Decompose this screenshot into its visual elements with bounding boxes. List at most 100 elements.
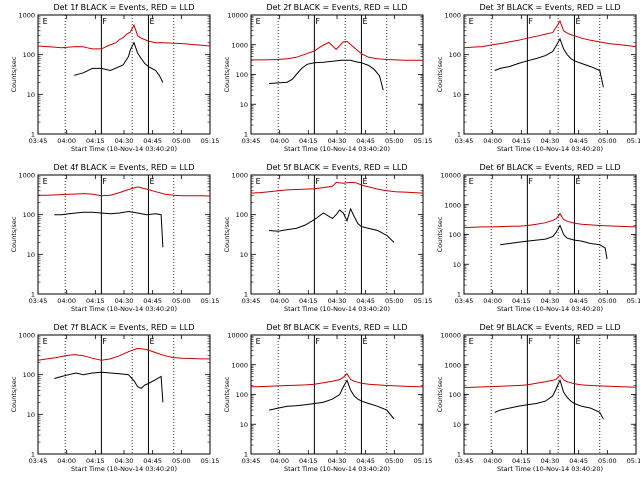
x-axis-label: Start Time (10-Nov-14 03:40:20) [284, 305, 390, 313]
x-axis-label: Start Time (10-Nov-14 03:40:20) [71, 465, 177, 473]
chart-panel: Det 6f BLACK = Events, RED = LLD 1 10 100 10… [436, 163, 640, 313]
x-tick-label: 04:15 [86, 137, 105, 145]
y-axis-label: Counts/sec [223, 56, 231, 92]
x-axis-label: Start Time (10-Nov-14 03:40:20) [497, 465, 603, 473]
x-tick-label: 04:30 [328, 297, 347, 305]
chart-panel: Det 9f BLACK = Events, RED = LLD 1 10 100 10… [436, 323, 640, 473]
x-tick-label: 03:45 [242, 457, 261, 465]
y-tick-label: 100 [23, 51, 35, 59]
interval-marker: E [575, 177, 580, 186]
interval-marker: E [43, 17, 48, 26]
x-tick-label: 04:15 [86, 457, 105, 465]
y-tick-label: 1 [457, 451, 461, 459]
x-tick-label: 04:45 [143, 457, 162, 465]
plot-frame [37, 334, 211, 455]
x-tick-label: 04:00 [57, 137, 76, 145]
y-axis-label: Counts/sec [436, 216, 444, 252]
interval-marker: F [528, 337, 533, 346]
y-tick-label: 1 [31, 131, 35, 139]
lld-line [37, 23, 211, 50]
events-line [54, 371, 164, 403]
x-tick-label: 04:45 [569, 297, 588, 305]
x-tick-label: 04:45 [143, 297, 162, 305]
x-tick-label: 04:15 [299, 457, 318, 465]
interval-marker: F [102, 17, 107, 26]
y-tick-label: 100 [449, 231, 461, 239]
plot-frame [250, 334, 424, 455]
y-tick-label: 1 [31, 451, 35, 459]
y-tick-label: 1000 [231, 41, 248, 49]
chart-title: Det 4f BLACK = Events, RED = LLD [53, 163, 194, 172]
x-tick-label: 04:45 [356, 297, 375, 305]
lld-line [250, 372, 424, 388]
y-tick-label: 10 [27, 251, 35, 259]
x-axis-label: Start Time (10-Nov-14 03:40:20) [284, 465, 390, 473]
x-tick-label: 04:15 [512, 297, 531, 305]
interval-marker: E [362, 177, 367, 186]
events-line [269, 207, 395, 243]
y-tick-label: 10 [453, 91, 461, 99]
interval-marker: E [575, 337, 580, 346]
x-tick-label: 04:45 [356, 457, 375, 465]
x-tick-label: 04:15 [299, 137, 318, 145]
x-tick-label: 05:00 [172, 457, 191, 465]
x-tick-label: 04:00 [270, 137, 289, 145]
y-tick-label: 1000 [18, 12, 35, 20]
x-tick-label: 04:00 [57, 297, 76, 305]
chart-title: Det 6f BLACK = Events, RED = LLD [479, 163, 620, 172]
interval-marker: F [528, 17, 533, 26]
chart-panel: Det 8f BLACK = Events, RED = LLD 1 10 100 10… [223, 323, 432, 473]
lld-line [463, 19, 637, 49]
x-tick-label: 05:00 [172, 137, 191, 145]
x-tick-label: 04:45 [569, 457, 588, 465]
interval-marker: F [315, 337, 320, 346]
x-tick-label: 05:15 [201, 137, 220, 145]
chart-panel: Det 4f BLACK = Events, RED = LLD 1 10 100 10… [10, 163, 219, 313]
x-axis-label: Start Time (10-Nov-14 03:40:20) [497, 305, 603, 313]
y-tick-label: 100 [23, 371, 35, 379]
y-tick-label: 100 [23, 211, 35, 219]
x-tick-label: 05:00 [172, 297, 191, 305]
interval-marker: E [575, 17, 580, 26]
x-tick-label: 04:30 [115, 457, 134, 465]
x-tick-label: 03:45 [455, 457, 474, 465]
x-tick-label: 03:45 [242, 297, 261, 305]
interval-marker: E [362, 17, 367, 26]
y-axis-label: Counts/sec [10, 216, 18, 252]
lld-line [251, 40, 423, 61]
interval-marker: E [256, 17, 261, 26]
plot-frame [250, 174, 424, 295]
interval-marker: F [315, 17, 320, 26]
y-tick-label: 10 [240, 251, 248, 259]
y-tick-label: 10 [27, 91, 35, 99]
x-tick-label: 05:15 [414, 297, 433, 305]
x-tick-label: 05:15 [201, 457, 220, 465]
events-line [269, 59, 384, 91]
events-line [494, 378, 604, 420]
y-tick-label: 1 [244, 451, 248, 459]
interval-marker: E [362, 337, 367, 346]
x-tick-label: 05:00 [598, 137, 617, 145]
y-tick-label: 1 [244, 131, 248, 139]
plot-frame [463, 334, 637, 455]
y-tick-label: 1000 [231, 361, 248, 369]
plot-frame [37, 174, 211, 295]
x-tick-label: 05:15 [414, 137, 433, 145]
events-line [500, 224, 608, 260]
chart-title: Det 7f BLACK = Events, RED = LLD [53, 323, 194, 332]
x-tick-label: 04:45 [356, 137, 375, 145]
x-tick-label: 05:15 [201, 297, 220, 305]
y-tick-label: 1 [31, 291, 35, 299]
y-axis-label: Counts/sec [10, 56, 18, 92]
events-line [74, 41, 164, 83]
x-axis-label: Start Time (10-Nov-14 03:40:20) [497, 145, 603, 153]
x-tick-label: 05:00 [598, 297, 617, 305]
lld-line [37, 347, 210, 361]
x-tick-label: 04:00 [483, 457, 502, 465]
y-tick-label: 1000 [444, 361, 461, 369]
x-tick-label: 04:00 [270, 297, 289, 305]
interval-marker: E [256, 337, 261, 346]
interval-marker: E [469, 337, 474, 346]
interval-marker: E [149, 177, 154, 186]
